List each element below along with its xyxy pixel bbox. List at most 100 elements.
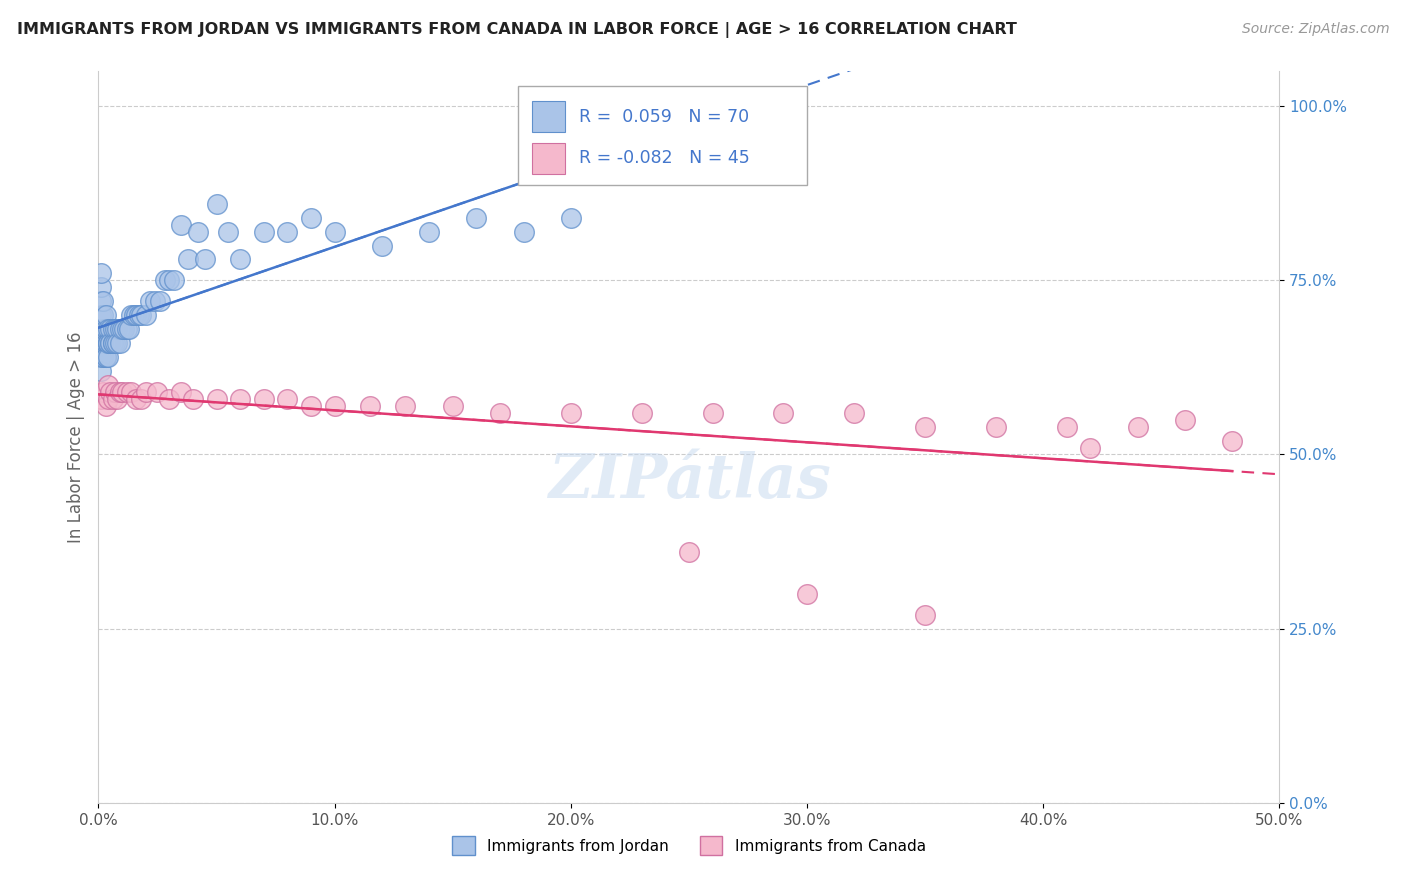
Point (91, 336, 114, 351)
Point (101, 392, 124, 406)
Point (94, 350, 117, 364)
Point (1080, 441, 1102, 455)
Point (91, 336, 114, 351)
Point (181, 392, 204, 406)
Point (323, 225, 346, 239)
Point (121, 308, 143, 322)
Point (139, 294, 162, 309)
Point (157, 392, 180, 406)
Point (91, 384, 114, 399)
Point (512, 225, 534, 239)
Point (135, 384, 157, 399)
Point (177, 252, 200, 267)
Point (105, 392, 128, 406)
Point (125, 392, 148, 406)
Point (98, 336, 121, 351)
Point (122, 308, 145, 322)
Point (98, 322, 121, 336)
Point (94, 336, 117, 351)
Point (94, 322, 117, 336)
Point (153, 273, 176, 287)
Point (90, 392, 112, 406)
Point (90, 336, 112, 351)
Point (111, 384, 134, 399)
Bar (517, 86, 807, 185)
Text: ZIPátlas: ZIPátlas (547, 451, 831, 511)
Point (229, 392, 252, 406)
Point (157, 273, 180, 287)
Point (97, 377, 120, 392)
Point (97, 336, 120, 351)
Point (91, 308, 114, 322)
Point (187, 225, 209, 239)
Point (91, 294, 114, 309)
Point (1056, 419, 1078, 434)
Point (129, 392, 152, 406)
Point (97, 336, 120, 351)
Point (105, 322, 128, 336)
Point (94, 350, 117, 364)
Point (702, 406, 724, 420)
Bar (531, 102, 565, 132)
Point (229, 252, 252, 267)
Point (299, 399, 322, 413)
Point (94, 308, 117, 322)
Point (111, 322, 134, 336)
Point (170, 384, 193, 399)
Point (90, 280, 112, 294)
Point (104, 322, 127, 336)
Point (276, 392, 298, 406)
Point (170, 218, 193, 232)
Point (91, 322, 114, 336)
Point (299, 211, 322, 225)
Point (105, 336, 128, 351)
Point (194, 252, 217, 267)
Point (914, 607, 936, 622)
Point (97, 350, 120, 364)
Point (94, 336, 117, 351)
Point (104, 336, 127, 351)
Point (98, 336, 121, 351)
Text: R = -0.082   N = 45: R = -0.082 N = 45 (579, 149, 749, 168)
Point (108, 384, 131, 399)
Point (104, 384, 127, 399)
Point (128, 308, 150, 322)
Point (91, 350, 114, 364)
Text: R =  0.059   N = 70: R = 0.059 N = 70 (579, 108, 749, 126)
Point (101, 336, 124, 351)
Point (418, 225, 440, 239)
Point (97, 392, 120, 406)
Point (489, 406, 512, 420)
Point (465, 211, 488, 225)
Point (135, 308, 157, 322)
Y-axis label: In Labor Force | Age > 16: In Labor Force | Age > 16 (66, 331, 84, 543)
Point (1220, 434, 1243, 448)
Point (796, 587, 818, 601)
Point (323, 399, 346, 413)
Point (276, 225, 298, 239)
Point (678, 545, 700, 559)
Point (253, 225, 276, 239)
Point (90, 294, 112, 309)
Point (90, 308, 112, 322)
Point (441, 399, 464, 413)
Point (1174, 412, 1197, 426)
Point (914, 419, 936, 434)
Point (146, 384, 169, 399)
Point (97, 322, 120, 336)
Point (205, 196, 228, 211)
Point (115, 384, 138, 399)
Text: IMMIGRANTS FROM JORDAN VS IMMIGRANTS FROM CANADA IN LABOR FORCE | AGE > 16 CORRE: IMMIGRANTS FROM JORDAN VS IMMIGRANTS FRO… (17, 22, 1017, 38)
Point (129, 308, 152, 322)
Point (90, 336, 112, 351)
Point (125, 308, 148, 322)
Point (163, 273, 186, 287)
Point (97, 336, 120, 351)
Point (630, 406, 652, 420)
Point (149, 294, 172, 309)
Legend: Immigrants from Jordan, Immigrants from Canada: Immigrants from Jordan, Immigrants from … (446, 830, 932, 861)
Point (94, 399, 117, 413)
Point (143, 294, 166, 309)
Point (1126, 419, 1149, 434)
Point (394, 399, 416, 413)
